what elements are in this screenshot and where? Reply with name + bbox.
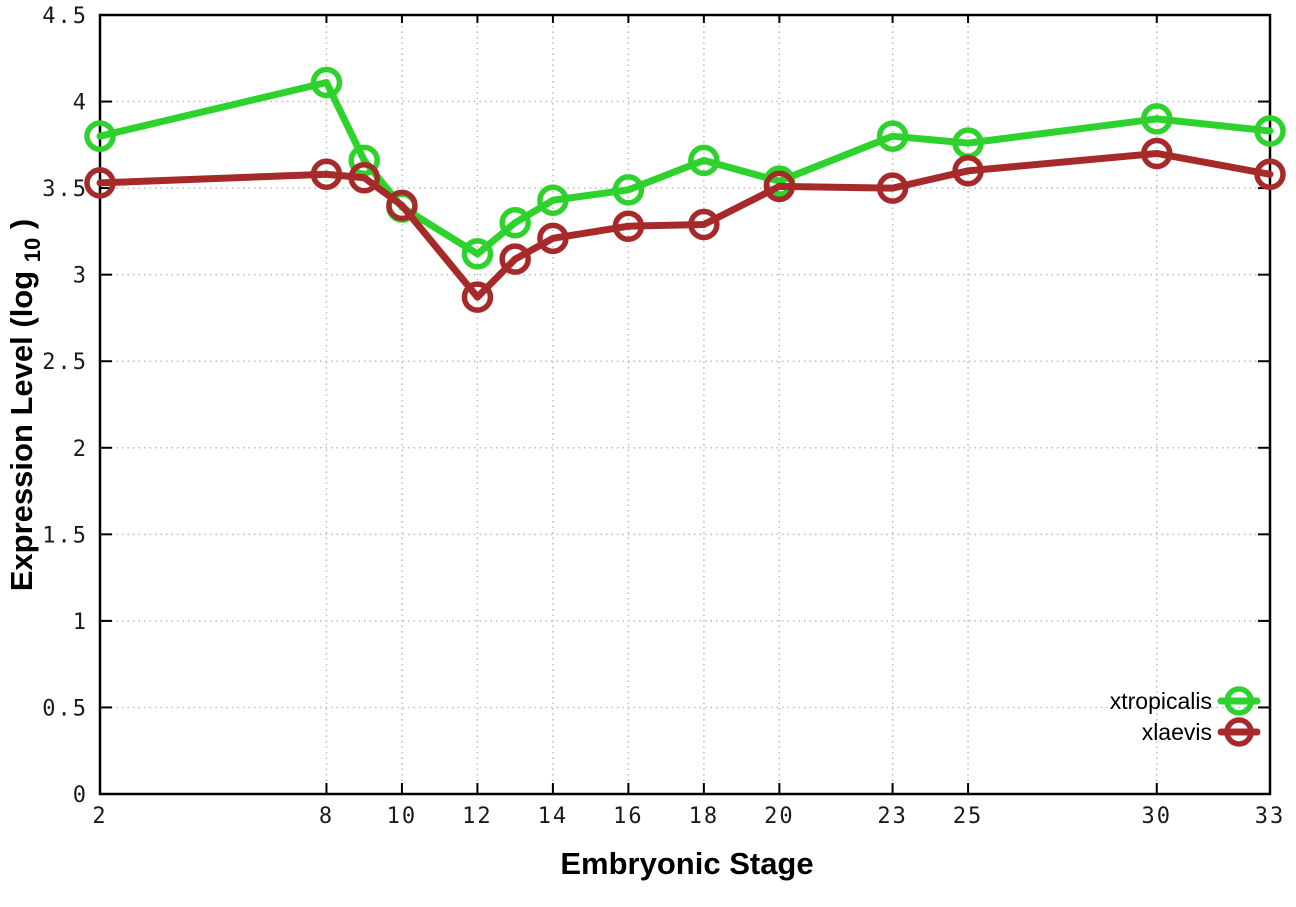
marker-xlaevis [537,222,569,255]
x-tick-label: 8 [319,804,334,829]
y-tick-label: 0 [73,783,88,808]
marker-xlaevis [876,172,909,204]
marker-xtropicalis [688,144,720,177]
y-axis-label-close: ) [4,219,39,229]
marker-xlaevis [461,281,494,313]
marker-xlaevis [84,167,116,199]
marker-xlaevis [1254,158,1286,191]
y-tick-label: 3 [73,264,88,289]
x-tick-label: 25 [953,804,984,829]
y-tick-label: 2.5 [42,350,88,375]
y-axis-label-subscript: 10 [20,238,45,262]
x-tick-label: 10 [387,804,418,829]
series-line-xlaevis [96,149,1274,301]
x-axis-label: Embryonic Stage [560,846,813,881]
y-axis-label: Expression Level (log 10 ) [4,219,47,592]
marker-xtropicalis [84,120,116,152]
marker-xlaevis [688,208,720,241]
marker-xlaevis [499,243,531,275]
y-axis-label-base: Expression Level (log [4,271,39,591]
legend-marker-xlaevis [1224,717,1254,747]
marker-xlaevis [386,189,418,222]
legend-label-xlaevis: xlaevis [1142,719,1212,745]
y-tick-label: 1 [73,610,88,635]
marker-xlaevis [1141,137,1173,170]
x-tick-label: 14 [538,804,569,829]
plot-border-layer [98,13,1272,796]
marker-xtropicalis [310,66,343,99]
marker-xtropicalis [461,238,494,270]
x-tick-label: 33 [1255,804,1286,829]
plot-border [98,13,1272,796]
y-tick-label: 4 [73,91,88,116]
y-tick-label: 0.5 [42,696,88,721]
y-tick-label: 2 [73,437,88,462]
marker-xtropicalis [1141,103,1173,135]
x-tick-label: 23 [877,804,908,829]
tick-label-layer: 2 8 10 12 14 16 18 20 23 25 30 33 0 0.5 1 1.5 2 2.5 3 3.5 4 4… [42,4,1286,829]
tick-layer [99,14,1271,795]
x-tick-label: 12 [462,804,493,829]
legend-marker-xtropicalis [1224,686,1254,716]
x-tick-label: 16 [613,804,644,829]
y-tick-label: 4.5 [42,4,88,29]
marker-xtropicalis [1254,115,1286,147]
x-tick-label: 2 [92,804,107,829]
marker-xlaevis [763,170,796,203]
marker-xlaevis [310,158,343,191]
marker-xtropicalis [537,184,569,216]
y-tick-label: 1.5 [42,523,88,548]
legend-label-xtropicalis: xtropicalis [1110,688,1212,714]
marker-xtropicalis [876,120,909,152]
grid-layer [100,15,1270,794]
marker-xtropicalis [612,174,645,206]
x-tick-label: 18 [689,804,720,829]
marker-xtropicalis [348,144,380,177]
marker-xtropicalis [499,206,531,239]
series-layer [84,66,1286,313]
legend-marker-layer [1217,686,1261,747]
x-tick-label: 30 [1142,804,1173,829]
marker-xlaevis [952,155,984,187]
y-tick-label: 3.5 [42,177,88,202]
x-tick-label: 20 [764,804,795,829]
marker-xlaevis [348,161,380,194]
marker-xlaevis [612,210,645,242]
